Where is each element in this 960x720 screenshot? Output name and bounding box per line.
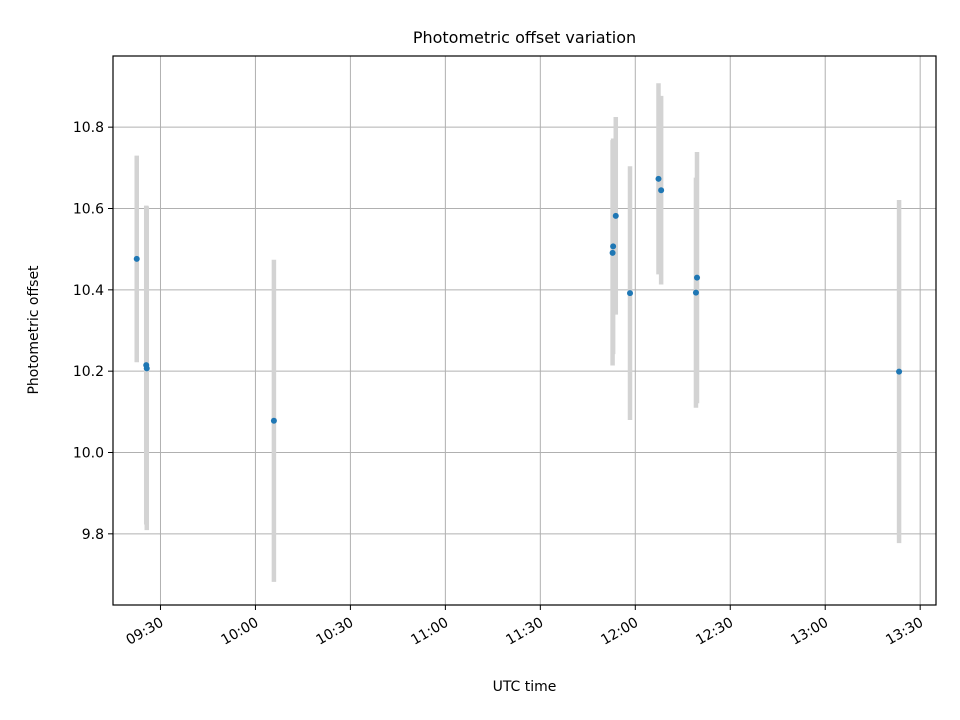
data-point — [627, 290, 634, 297]
y-tick-label: 10.6 — [73, 202, 104, 218]
data-point — [270, 417, 277, 424]
data-point — [655, 175, 662, 182]
grid — [113, 56, 936, 605]
data-point — [692, 289, 699, 296]
data-point — [143, 365, 150, 372]
x-axis-label: UTC time — [493, 679, 557, 695]
data-point — [896, 368, 903, 375]
data-point — [694, 274, 701, 281]
data-point — [133, 255, 140, 262]
y-tick-label: 9.8 — [82, 527, 104, 543]
y-axis-label: Photometric offset — [26, 265, 42, 395]
plot-frame — [112, 55, 937, 606]
data-point — [610, 243, 617, 250]
data-point — [609, 249, 616, 256]
data-points — [133, 175, 903, 424]
y-tick-label: 10.4 — [73, 283, 104, 299]
y-axis-ticks: 9.8 10.0 10.2 10.4 10.6 10.8 — [73, 120, 113, 543]
data-point — [658, 187, 665, 194]
data-point — [612, 212, 619, 219]
y-tick-label: 10.8 — [73, 120, 104, 136]
y-tick-label: 10.0 — [73, 446, 104, 462]
chart-title: Photometric offset variation — [413, 28, 636, 47]
y-tick-label: 10.2 — [73, 364, 104, 380]
